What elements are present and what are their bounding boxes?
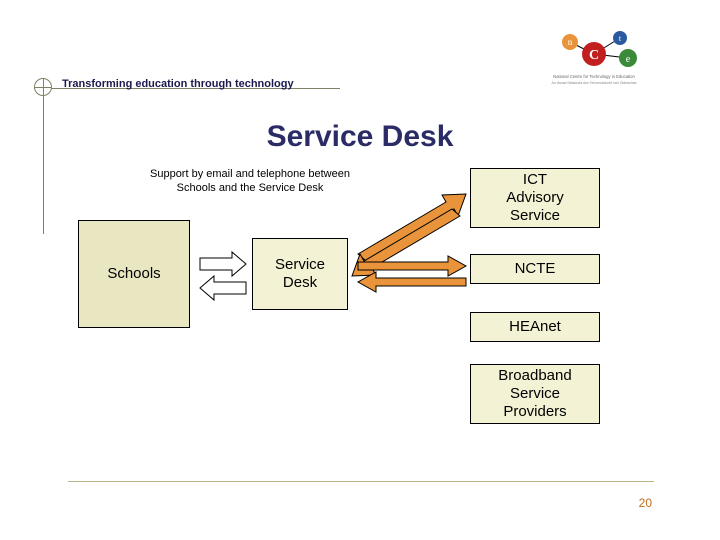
box-heanet: HEAnet [470, 312, 600, 342]
box-bsp: BroadbandServiceProviders [470, 364, 600, 424]
ncte-logo: n C t e National Centre for Technology i… [540, 30, 660, 90]
box-schools-label: Schools [107, 265, 160, 283]
box-ict-label: ICTAdvisoryService [506, 171, 564, 225]
arrow-schools-to-servicedesk [200, 252, 246, 300]
slide-title: Service Desk [0, 120, 720, 154]
box-ncte: NCTE [470, 254, 600, 284]
svg-text:n: n [568, 37, 573, 47]
box-heanet-label: HEAnet [509, 318, 561, 336]
box-schools: Schools [78, 220, 190, 328]
header-crosshair-icon [34, 78, 52, 96]
header-rule-vertical [43, 96, 44, 234]
svg-text:National Centre for Technology: National Centre for Technology in Educat… [553, 74, 635, 79]
svg-text:e: e [626, 54, 631, 65]
arrow-servicedesk-to-ict [352, 194, 466, 276]
box-service-desk-label: ServiceDesk [275, 256, 325, 292]
page-number: 20 [639, 496, 652, 510]
svg-text:C: C [589, 48, 599, 63]
box-ncte-label: NCTE [515, 260, 556, 278]
support-caption: Support by email and telephone between S… [150, 168, 350, 196]
svg-text:An tIonad Náisiúnta don Teicne: An tIonad Náisiúnta don Teicneolaíocht s… [552, 81, 637, 85]
arrow-servicedesk-to-ncte [358, 256, 466, 292]
box-bsp-label: BroadbandServiceProviders [498, 367, 571, 421]
slide-subtitle: Transforming education through technolog… [62, 78, 294, 90]
box-ict: ICTAdvisoryService [470, 168, 600, 228]
box-service-desk: ServiceDesk [252, 238, 348, 310]
footer-rule [68, 481, 654, 482]
